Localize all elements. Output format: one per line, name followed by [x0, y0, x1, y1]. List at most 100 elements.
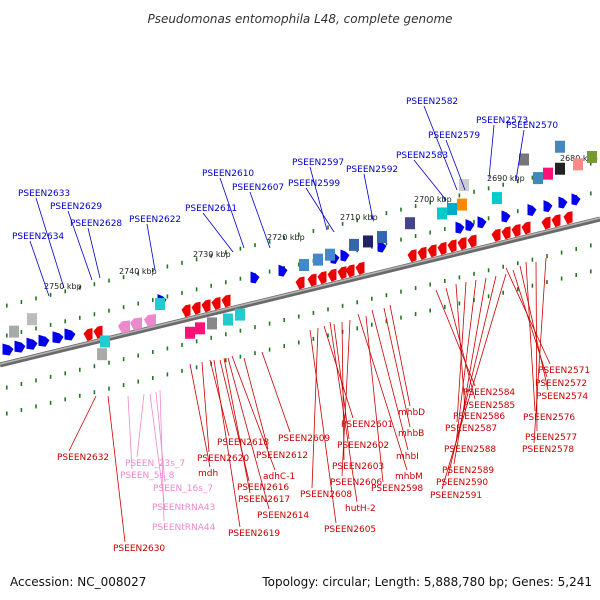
forward-gene-b11 [543, 200, 553, 213]
leader-top-5 [219, 177, 245, 249]
gene-label-bottom[interactable]: PSEEN2605 [324, 525, 376, 535]
gene-label-top[interactable]: PSEEN2607 [232, 183, 284, 193]
domain-box-16 [405, 217, 415, 230]
gene-label-top[interactable]: PSEEN2582 [406, 97, 458, 107]
gene-label-bottom[interactable]: PSEEN2591 [430, 491, 482, 501]
gene-label-bottom[interactable]: PSEEN2616 [237, 483, 289, 493]
forward-gene-1 [14, 340, 26, 353]
reverse-gene-17 [437, 241, 447, 255]
gene-label-bottom[interactable]: PSEEN2578 [522, 445, 574, 455]
gene-label-bottom[interactable]: PSEEN2601 [341, 420, 393, 430]
forward-gene-b2 [278, 264, 288, 277]
reverse-gene-0 [83, 328, 93, 342]
gene-label-bottom[interactable]: PSEEN2598 [371, 484, 423, 494]
gene-label-bottom[interactable]: PSEEN2586 [453, 412, 505, 422]
gene-label-bottom[interactable]: PSEEN2630 [113, 544, 165, 554]
forward-gene-b1 [250, 271, 260, 284]
gene-label-top[interactable]: PSEEN2579 [428, 131, 480, 141]
gene-label-bottom[interactable]: PSEEN2571 [538, 366, 590, 376]
gene-label-bottom[interactable]: PSEEN2608 [300, 490, 352, 500]
gene-label-bottom[interactable]: PSEEN2606 [330, 478, 382, 488]
gene-label-bottom[interactable]: mdh [198, 469, 218, 479]
gene-label-bottom[interactable]: PSEEN2619 [228, 529, 280, 539]
gene-label-bottom[interactable]: PSEEN2614 [257, 511, 309, 521]
gene-label-bottom[interactable]: PSEEN2587 [445, 424, 497, 434]
forward-gene-4 [52, 331, 64, 344]
gene-label-bottom[interactable]: PSEEN2618 [217, 438, 269, 448]
leader-bottom-12 [383, 307, 411, 428]
reverse-gene-7 [295, 276, 305, 290]
gene-label-top[interactable]: PSEEN2634 [12, 232, 64, 242]
gene-label-top[interactable]: PSEEN2573 [476, 116, 528, 126]
gene-label-bottom[interactable]: PSEEN2589 [442, 466, 494, 476]
gene-label-bottom[interactable]: PSEEN2590 [436, 478, 488, 488]
gene-label-bottom[interactable]: PSEEN2588 [444, 445, 496, 455]
ticks-inner-bottom [6, 243, 592, 390]
leader-bottom-26 [189, 363, 211, 468]
leader-bottom-14 [261, 351, 291, 433]
leader-top-0 [423, 105, 458, 191]
gene-label-bottom[interactable]: mhbM [395, 472, 423, 482]
gene-label-top[interactable]: PSEEN2628 [70, 219, 122, 229]
leader-bottom-42 [107, 395, 126, 543]
gene-label-top[interactable]: PSEEN2622 [129, 215, 181, 225]
leader-bottom-11 [323, 325, 354, 419]
leader-top-2 [515, 129, 525, 181]
leader-bottom-7 [456, 281, 467, 423]
reverse-gene-6 [221, 294, 231, 308]
gene-label-top[interactable]: PSEEN2611 [185, 204, 237, 214]
leader-top-9 [305, 187, 335, 233]
gene-label-top[interactable]: PSEEN2570 [506, 121, 558, 131]
leader-bottom-13 [455, 279, 477, 444]
gene-label-bottom[interactable]: mhbI [396, 452, 419, 462]
gene-label-top[interactable]: PSEEN2610 [202, 169, 254, 179]
gene-label-top[interactable]: PSEEN2592 [346, 165, 398, 175]
gene-label-bottom[interactable]: PSEEN_23s_7 [125, 459, 185, 469]
gene-label-bottom[interactable]: hutH-2 [345, 504, 376, 514]
gene-label-bottom[interactable]: PSEEN2574 [536, 392, 588, 402]
gene-label-bottom[interactable]: PSEEN2620 [197, 454, 249, 464]
gene-label-bottom[interactable]: PSEEN2602 [337, 441, 389, 451]
gene-label-bottom[interactable]: PSEEN2617 [238, 495, 290, 505]
gene-label-bottom[interactable]: PSEEN2609 [278, 434, 330, 444]
leader-bottom-38 [227, 357, 270, 510]
gene-label-bottom[interactable]: PSEEN2584 [463, 388, 515, 398]
leader-top-6 [309, 166, 328, 231]
gene-label-bottom[interactable]: PSEENtRNA44 [152, 523, 216, 533]
domain-box-10 [299, 259, 309, 272]
gene-label-top[interactable]: PSEEN2583 [396, 151, 448, 161]
gene-label-bottom[interactable]: PSEEN_16s_7 [153, 484, 213, 494]
gene-label-bottom[interactable]: PSEEN_5s_8 [120, 471, 175, 481]
domain-box-28 [519, 153, 529, 166]
gene-label-bottom[interactable]: PSEENtRNA43 [152, 503, 215, 513]
gene-label-bottom[interactable]: PSEEN2603 [332, 462, 384, 472]
leader-top-1 [488, 124, 495, 179]
domain-box-24 [573, 158, 583, 171]
gene-label-bottom[interactable]: PSEEN2632 [57, 453, 109, 463]
gene-label-bottom[interactable]: PSEEN2572 [535, 379, 587, 389]
domain-box-5 [185, 326, 195, 339]
domain-box-20 [492, 192, 502, 205]
gene-label-bottom[interactable]: PSEEN2577 [525, 433, 577, 443]
leader-bottom-2 [519, 265, 549, 391]
scale-label-2740: 2740 kbp [119, 267, 157, 276]
gene-label-bottom[interactable]: PSEEN2576 [523, 413, 575, 423]
gene-label-bottom[interactable]: adhC-1 [263, 472, 295, 482]
forward-gene-b8 [477, 216, 487, 229]
forward-gene-0 [2, 343, 14, 356]
gene-label-bottom[interactable]: mhbD [398, 408, 425, 418]
gene-label-top[interactable]: PSEEN2599 [288, 179, 340, 189]
forward-gene-b5 [377, 240, 387, 253]
gene-label-bottom[interactable]: PSEEN2585 [463, 401, 515, 411]
gene-label-bottom[interactable]: PSEEN2612 [256, 451, 308, 461]
leader-bottom-10 [533, 257, 547, 444]
gene-label-top[interactable]: PSEEN2597 [292, 158, 344, 168]
domain-box-1 [27, 313, 37, 326]
leader-top-14 [146, 223, 156, 271]
reverse-gene-2 [181, 304, 191, 318]
gene-label-top[interactable]: PSEEN2629 [50, 202, 102, 212]
gene-label-top[interactable]: PSEEN2633 [18, 189, 70, 199]
gene-label-bottom[interactable]: mhbB [398, 429, 424, 439]
reverse-gene-18 [447, 239, 457, 253]
